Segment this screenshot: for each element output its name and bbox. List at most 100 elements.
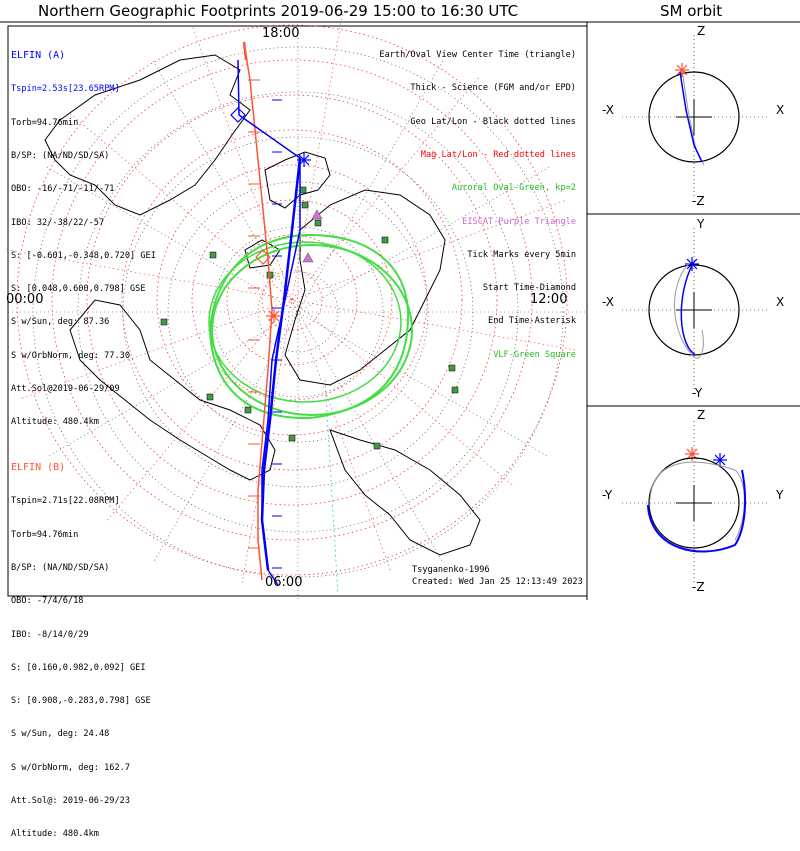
sm1-left: -X xyxy=(602,103,614,117)
geo-lat-circle xyxy=(77,91,519,533)
elfin-a-line: OBO: -16/-71/-11/-71 xyxy=(11,184,115,195)
mag-lat-circle xyxy=(51,59,533,541)
eiscat-triangle xyxy=(302,252,314,263)
elfin-a-line: Altitude: 480.4km xyxy=(11,417,99,428)
lt-label-bottom: 06:00 xyxy=(265,575,303,590)
elfin-a-info: ELFIN (A) Tspin=2.53s[23.65RPM] Torb=94.… xyxy=(11,28,156,439)
auroral-oval-inner xyxy=(211,244,413,416)
mag-meridian xyxy=(241,14,343,586)
vlf-square xyxy=(160,318,168,326)
elfin-a-science xyxy=(260,157,302,571)
mag-lat-circle xyxy=(226,234,358,366)
sm3-end-b xyxy=(686,448,698,460)
legend-item: Mag Lat/Lon - Red dotted lines xyxy=(420,150,576,161)
sm-earth-circle xyxy=(648,457,740,549)
vlf-square xyxy=(299,186,307,194)
elfin-a-end-asterisk xyxy=(298,154,310,166)
elfin-a-line: IBO: 32/-38/22/-57 xyxy=(11,217,105,228)
sm-earth-circle xyxy=(648,71,740,163)
sm3-bottom: -Z xyxy=(692,580,705,594)
elfin-b-line: ELFIN (B) xyxy=(11,462,66,474)
elfin-b-science xyxy=(242,41,248,61)
sm2-bottom: -Y xyxy=(692,386,703,400)
sm2-right: X xyxy=(776,295,785,309)
vlf-square xyxy=(448,364,456,372)
vlf-square xyxy=(314,219,322,227)
elfin-a-line: Tspin=2.53s[23.65RPM] xyxy=(11,84,120,95)
elfin-b-line: B/SP: (NA/ND/SD/SA) xyxy=(11,562,110,573)
coastline xyxy=(44,54,251,216)
created-label: Created: Wed Jan 25 12:13:49 2023 xyxy=(412,577,583,587)
mag-lat-circle xyxy=(16,24,568,576)
mag-lat-circle xyxy=(261,269,323,331)
mag-lat-circle xyxy=(86,94,498,506)
sm3-top: Z xyxy=(697,408,706,422)
geo-meridian xyxy=(152,60,444,564)
vlf-square xyxy=(244,406,252,414)
sm3-orbit-a xyxy=(647,469,747,553)
elfin-b-line: Altitude: 480.4km xyxy=(11,829,99,840)
elfin-b-end-asterisk xyxy=(268,310,280,322)
legend-item: VLF-Green Square xyxy=(493,349,576,360)
vlf-square xyxy=(288,434,296,442)
footprint-map xyxy=(6,14,727,600)
sm1-top: Z xyxy=(697,24,706,38)
chart-canvas xyxy=(0,14,800,600)
elfin-b-line: OBO: -7/4/6/18 xyxy=(11,596,84,607)
elfin-b-line: Tspin=2.71s[22.08RPM] xyxy=(11,496,120,507)
vlf-square xyxy=(451,386,459,394)
lt-label-left: 00:00 xyxy=(6,292,44,307)
elfin-a-line: Att.Sol@2019-06-29/09 xyxy=(11,383,120,394)
auroral-oval-mid xyxy=(208,241,402,403)
elfin-a-line: S w/OrbNorm, deg: 77.30 xyxy=(11,350,130,361)
legend-item: Thick - Science (FGM and/or EPD) xyxy=(410,83,576,94)
elfin-b-line: Att.Sol@: 2019-06-29/23 xyxy=(11,795,130,806)
vlf-square xyxy=(206,393,214,401)
vlf-square xyxy=(209,251,217,259)
geo-lat-circle xyxy=(257,271,339,353)
sm2-orbit-a xyxy=(680,261,696,356)
elfin-b-line: S w/OrbNorm, deg: 162.7 xyxy=(11,762,130,773)
geo-meridian xyxy=(46,166,550,458)
elfin-a-line: ELFIN (A) xyxy=(11,50,66,62)
elfin-b-start-diamond xyxy=(255,249,271,265)
sm3-right: Y xyxy=(776,488,784,502)
elfin-a-line: S: [0.048,0.600,0.798] GSE xyxy=(11,284,146,295)
page-title: Northern Geographic Footprints 2019-06-2… xyxy=(38,2,519,20)
elfin-b-track xyxy=(243,41,273,581)
sm1-orbit-a xyxy=(679,71,703,163)
legend-item: EISCAT-Purple Triangle xyxy=(462,216,576,227)
vlf-square xyxy=(301,201,309,209)
coastline xyxy=(284,189,446,386)
coastline xyxy=(329,429,481,556)
lt-label-top: 18:00 xyxy=(262,26,300,41)
sm1-bottom: -Z xyxy=(692,194,705,208)
lt-label-right: 12:00 xyxy=(530,292,568,307)
vlf-square xyxy=(373,442,381,450)
map-frame xyxy=(7,25,588,597)
sm1-marker-b xyxy=(681,69,686,77)
elfin-a-line: S: [-0.601,-0.348,0.720] GEI xyxy=(11,250,156,261)
legend-item: Start Time-Diamond xyxy=(482,283,576,294)
sm3-orbit-b xyxy=(649,461,745,541)
legend: Earth/Oval View Center Time (triangle) T… xyxy=(370,28,576,372)
sm2-left: -X xyxy=(602,295,614,309)
legend-item: Tick Marks every 5min xyxy=(467,249,576,260)
coastline xyxy=(69,299,276,481)
sm3-end-a xyxy=(714,454,726,466)
elfin-b-line: S: [0.908,-0.283,0.798] GSE xyxy=(11,696,151,707)
geo-lat-circle xyxy=(212,226,384,398)
vlf-square xyxy=(381,236,389,244)
mag-lat-circle xyxy=(191,199,393,401)
mag-lat-circle xyxy=(121,129,463,471)
elfin-b-line: S w/Sun, deg: 24.48 xyxy=(11,729,110,740)
legend-item: Auroral Oval-Green, kp=2 xyxy=(451,183,576,194)
elfin-a-line: B/SP: (NA/ND/SD/SA) xyxy=(11,150,110,161)
sm-title: SM orbit xyxy=(660,2,723,20)
elfin-b-line: S: [0.160,0.982,0.092] GEI xyxy=(11,662,146,673)
elfin-b-info: ELFIN (B) Tspin=2.71s[22.08RPM] Torb=94.… xyxy=(11,440,151,851)
legend-item: Geo Lat/Lon - Black dotted lines xyxy=(410,116,576,127)
legend-item: Earth/Oval View Center Time (triangle) xyxy=(379,50,576,61)
eiscat-triangle xyxy=(311,209,323,220)
elfin-b-line: Torb=94.76min xyxy=(11,529,79,540)
